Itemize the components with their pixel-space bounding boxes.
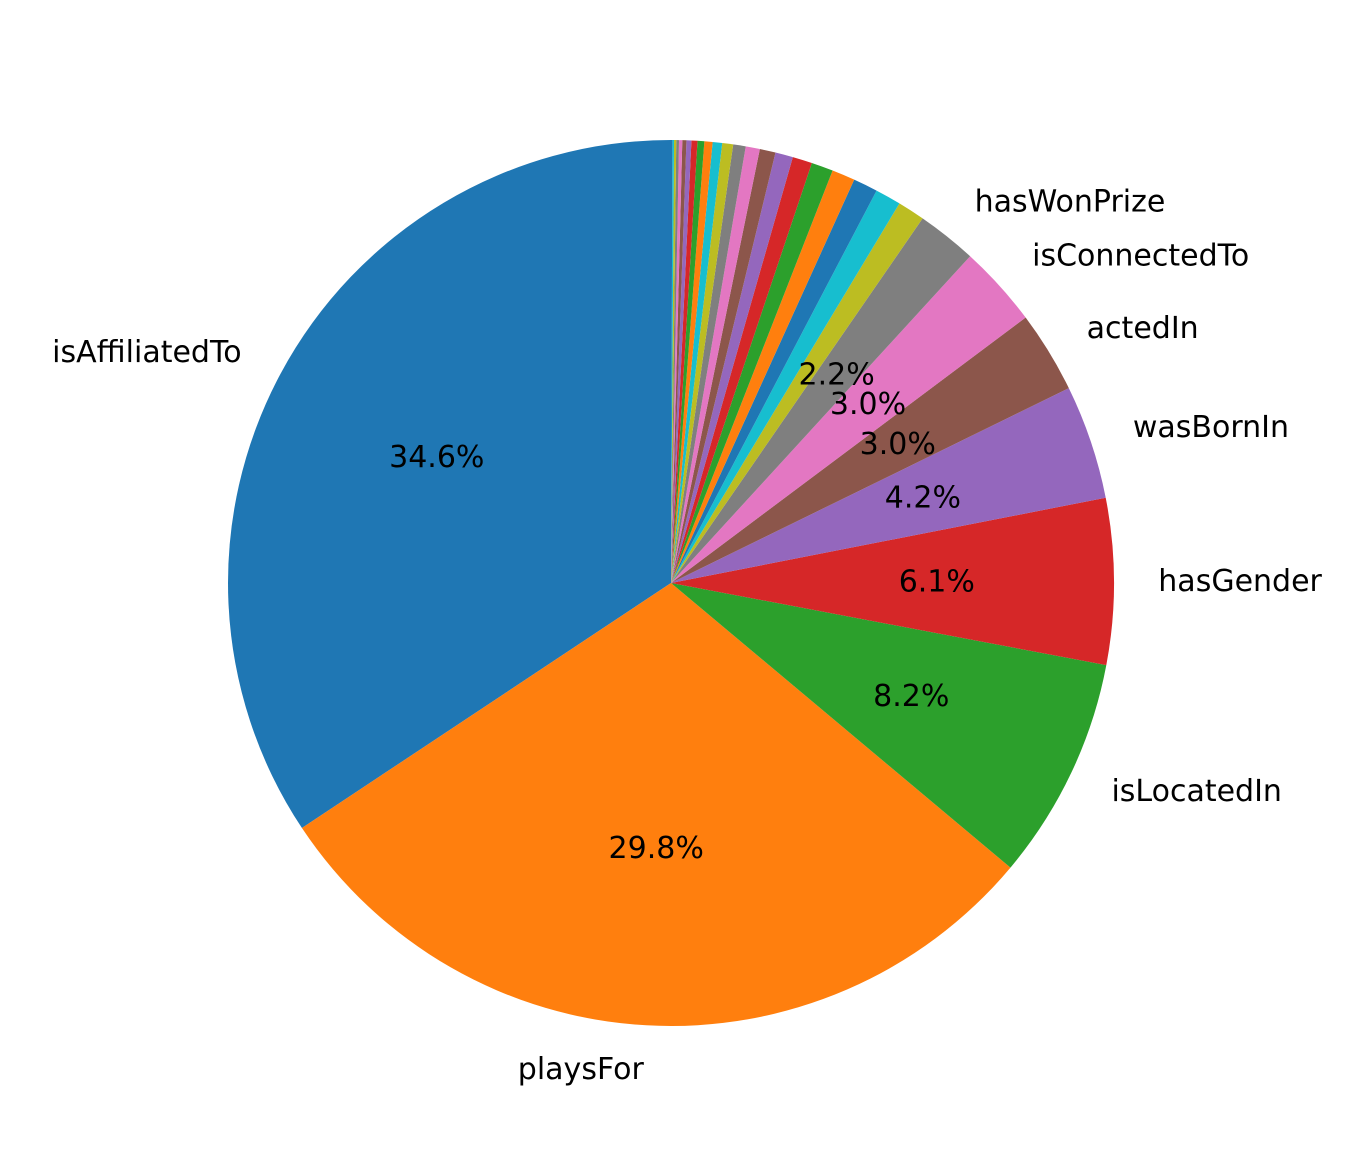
percent-label: 34.6% — [389, 440, 484, 475]
pie-slice — [671, 317, 1069, 583]
pie-slice — [671, 140, 692, 583]
percent-label: 2.2% — [799, 358, 875, 393]
pie-slice — [671, 190, 900, 583]
slice-label: isLocatedIn — [1111, 774, 1282, 809]
percent-label: 3.0% — [830, 387, 906, 422]
pie-slice — [671, 179, 877, 584]
pie-slice — [671, 140, 677, 583]
pie-slice — [671, 146, 760, 583]
pie-slice — [671, 256, 1026, 583]
slice-label: hasGender — [1158, 564, 1322, 599]
slice-labels: isAffiliatedTo playsFor isLocatedIn hasGend… — [52, 184, 1322, 1087]
pie-slice — [671, 149, 776, 583]
pie-slice — [671, 140, 698, 583]
pie-slice — [671, 140, 675, 583]
pie-slice — [671, 140, 705, 584]
pie-slice — [671, 140, 680, 583]
pie-slice — [671, 583, 1107, 868]
percent-label: 3.0% — [860, 427, 936, 462]
percent-label: 8.2% — [873, 679, 949, 714]
slice-label: isAffiliatedTo — [52, 335, 241, 370]
percent-label: 29.8% — [609, 831, 704, 866]
pie-slice — [671, 141, 723, 583]
pie-slice — [671, 388, 1106, 583]
pie-slice — [671, 144, 746, 583]
pie-slice — [228, 140, 671, 829]
slice-label: hasWonPrize — [975, 184, 1166, 219]
pie-slice — [671, 140, 683, 583]
slice-label: isConnectedTo — [1032, 238, 1249, 273]
percent-label: 4.2% — [885, 481, 961, 516]
pie-slice — [671, 170, 855, 583]
pie-slice — [671, 218, 971, 583]
pie-slice — [301, 583, 1011, 1026]
pie-slice — [671, 157, 812, 583]
pie-slices — [228, 139, 1114, 1026]
slice-label: playsFor — [518, 1052, 645, 1087]
pie-slice — [671, 203, 923, 583]
pie-slice — [671, 162, 833, 584]
pie-slice — [671, 141, 713, 583]
pie-slice — [671, 497, 1114, 666]
slice-label: actedIn — [1087, 311, 1199, 346]
percent-labels: 34.6%29.8%8.2%6.1%4.2%3.0%3.0%2.2% — [389, 358, 975, 866]
pie-slice — [671, 142, 734, 583]
slice-label: wasBornIn — [1133, 410, 1289, 445]
pie-slice — [671, 152, 793, 583]
pie-slice — [671, 140, 687, 583]
pie-slice — [671, 139, 673, 583]
percent-label: 6.1% — [899, 565, 975, 600]
